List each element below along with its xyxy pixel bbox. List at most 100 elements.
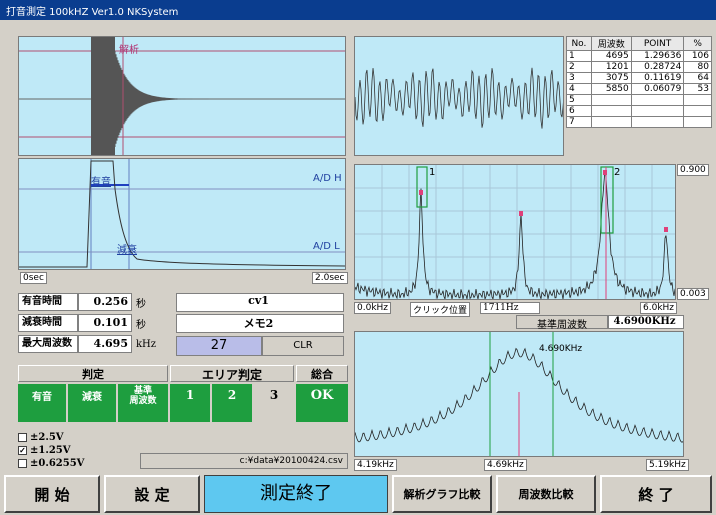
measurement-value: 4.695 [78,335,132,353]
measurement-row: 最大周波数 4.695 kHz [18,334,168,354]
table-cell: 4 [566,83,592,95]
total-header: 総合 [296,365,348,382]
area-cell-3: 3 [254,384,294,422]
memo-field[interactable]: メモ2 [176,314,344,333]
table-cell [630,116,685,128]
table-row: 2 1201 0.28724 80 [566,61,712,73]
judge-decay-cell: 減衰 [68,384,116,422]
spectrum-plot [355,165,675,299]
spectrum-panel: 1 2 [354,164,676,300]
zoom-spectrum-plot [355,332,683,456]
measurement-unit: kHz [136,338,157,350]
analysis-label: 解析 [119,45,139,56]
table-cell: 0.28724 [630,61,685,73]
range-label: ±2.5V [30,432,64,443]
spec-y-bottom: 0.003 [677,288,709,300]
table-cell [590,105,632,117]
envelope-plot [19,159,345,269]
measurement-row: 減衰時間 0.101 秒 [18,313,168,333]
start-button[interactable]: 開 始 [4,475,100,513]
range-options: ±2.5V ✓ ±1.25V ±0.6255V [18,432,84,471]
area-cell-1: 1 [170,384,210,422]
count-display: 27 [176,336,262,356]
table-row: 6 [566,105,712,117]
zoom-x-mid: 4.69kHz [484,459,527,471]
sound-label: 有音 [91,177,111,188]
table-cell [630,94,685,106]
table-cell: 2 [566,61,592,73]
zoom-x-right: 5.19kHz [646,459,689,471]
click-position-value: 1711Hz [480,302,540,314]
table-cell [683,116,712,128]
judge-ref-freq-cell: 基準 周波数 [118,384,168,422]
zoom-x-left: 4.19kHz [354,459,397,471]
graph-compare-button[interactable]: 解析グラフ比較 [392,475,492,513]
peak-table-header: 周波数 [590,36,632,51]
table-row: 1 4695 1.29636 106 [566,50,712,62]
ref-freq-label: 基準周波数 [516,315,608,331]
table-cell: 4695 [590,50,632,62]
table-cell: 7 [566,116,592,128]
table-cell: 0.06079 [630,83,685,95]
peak-table-header: % [683,36,712,51]
table-cell: 53 [683,83,712,95]
marker-2: 2 [614,167,621,178]
table-cell [590,116,632,128]
table-row: 4 5850 0.06079 53 [566,83,712,95]
click-position-label: クリック位置 [410,302,471,317]
table-cell: 6 [566,105,592,117]
spec-y-top: 0.900 [677,164,709,176]
measurement-label: 最大周波数 [18,335,78,353]
table-cell: 0.11619 [630,72,685,84]
area-judge-header: エリア判定 [170,365,294,382]
peak-table-header: No. [566,36,592,51]
zoom-spectrum-panel: 4.690KHz [354,331,684,457]
envelope-panel: 有音 A/D H 減衰 A/D L [18,158,346,270]
table-cell: 1.29636 [630,50,685,62]
area-cell-2: 2 [212,384,252,422]
table-cell [590,94,632,106]
table-cell [630,105,685,117]
name-field[interactable]: cv1 [176,293,344,312]
file-path: c:¥data¥20100424.csv [140,453,348,469]
range-checkbox[interactable] [18,459,27,468]
window-title: 打音測定 100kHZ Ver1.0 NKSystem [0,0,716,20]
waveform-panel: 解析 [18,36,346,156]
spec-x-start: 0.0kHz [354,302,392,314]
measurement-label: 有音時間 [18,293,78,311]
table-cell: 5 [566,94,592,106]
range-option[interactable]: ±2.5V [18,432,84,445]
marker-1: 1 [429,167,436,178]
waveform-plot [19,37,345,155]
table-row: 5 [566,94,712,106]
range-checkbox[interactable]: ✓ [18,445,27,455]
decay-label: 減衰 [117,245,137,256]
range-option[interactable]: ✓ ±1.25V [18,445,84,458]
range-label: ±1.25V [30,445,71,456]
range-checkbox[interactable] [18,433,27,442]
table-row: 7 [566,116,712,128]
table-cell: 106 [683,50,712,62]
status-display: 測定終了 [204,475,388,513]
wave-x-start: 0sec [20,272,47,284]
clr-button[interactable]: CLR [262,336,344,356]
peak-table: No. 周波数 POINT% 1 4695 1.29636 106 2 1201 0.28724… [566,36,712,128]
measurement-unit: 秒 [136,319,146,331]
measurements: 有音時間 0.256 秒減衰時間 0.101 秒最大周波数 4.695 kHz [18,292,168,355]
judge-sound-cell: 有音 [18,384,66,422]
measurement-unit: 秒 [136,298,146,310]
table-cell [683,94,712,106]
range-option[interactable]: ±0.6255V [18,458,84,471]
settings-button[interactable]: 設 定 [104,475,200,513]
fft-window-panel [354,36,564,156]
measurement-value: 0.256 [78,293,132,311]
ad-high-label: A/D H [313,173,342,184]
table-cell: 64 [683,72,712,84]
exit-button[interactable]: 終 了 [600,475,712,513]
wave-x-end: 2.0sec [312,272,348,284]
peak-table-header: POINT [630,36,685,51]
ad-low-label: A/D L [313,241,340,252]
freq-compare-button[interactable]: 周波数比較 [496,475,596,513]
zoom-peak-label: 4.690KHz [539,344,583,354]
total-ok-cell: OK [296,384,348,422]
